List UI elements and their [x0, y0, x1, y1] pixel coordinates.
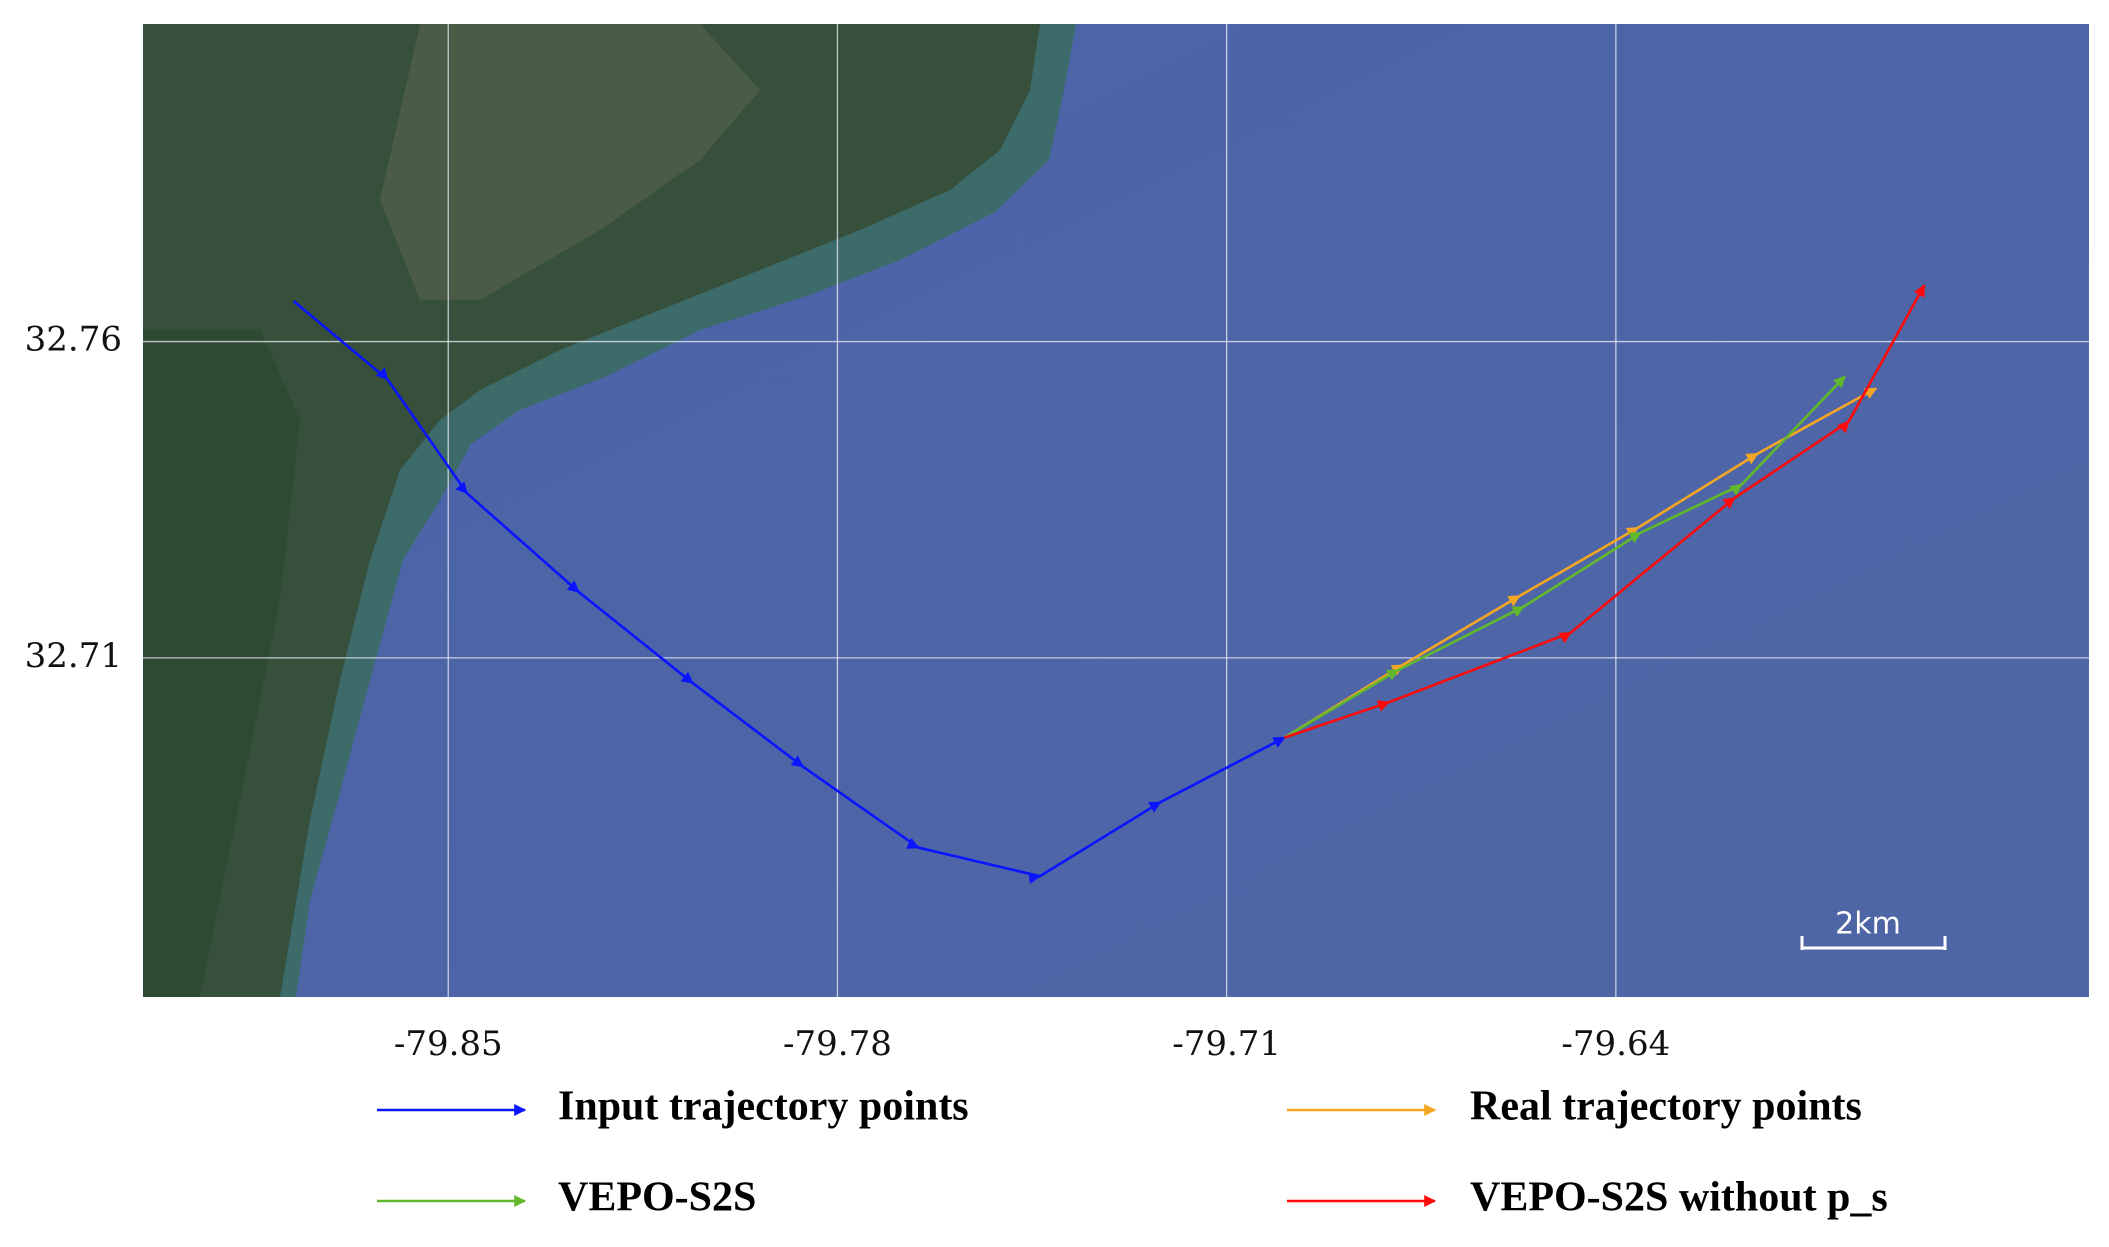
x-tick-label: -79.64	[1561, 1024, 1670, 1064]
x-tick-label: -79.71	[1172, 1024, 1281, 1064]
x-tick-label: -79.78	[783, 1024, 892, 1064]
marsh	[143, 330, 300, 997]
legend-label: Real trajectory points	[1470, 1084, 1862, 1130]
x-tick-label: -79.85	[394, 1024, 503, 1064]
land	[143, 24, 1076, 997]
trajectory	[292, 300, 1286, 884]
legend-label: VEPO-S2S without p_s	[1470, 1175, 1888, 1221]
legend-label: Input trajectory points	[558, 1084, 969, 1130]
y-tick-label: 32.71	[25, 636, 122, 676]
land-mass	[143, 24, 1040, 997]
trajectory	[1284, 284, 1926, 739]
legend-label: VEPO-S2S	[558, 1175, 756, 1221]
y-tick-label: 32.76	[25, 320, 122, 360]
town	[380, 24, 760, 300]
scale-bar-label: 2km	[1835, 907, 1901, 942]
